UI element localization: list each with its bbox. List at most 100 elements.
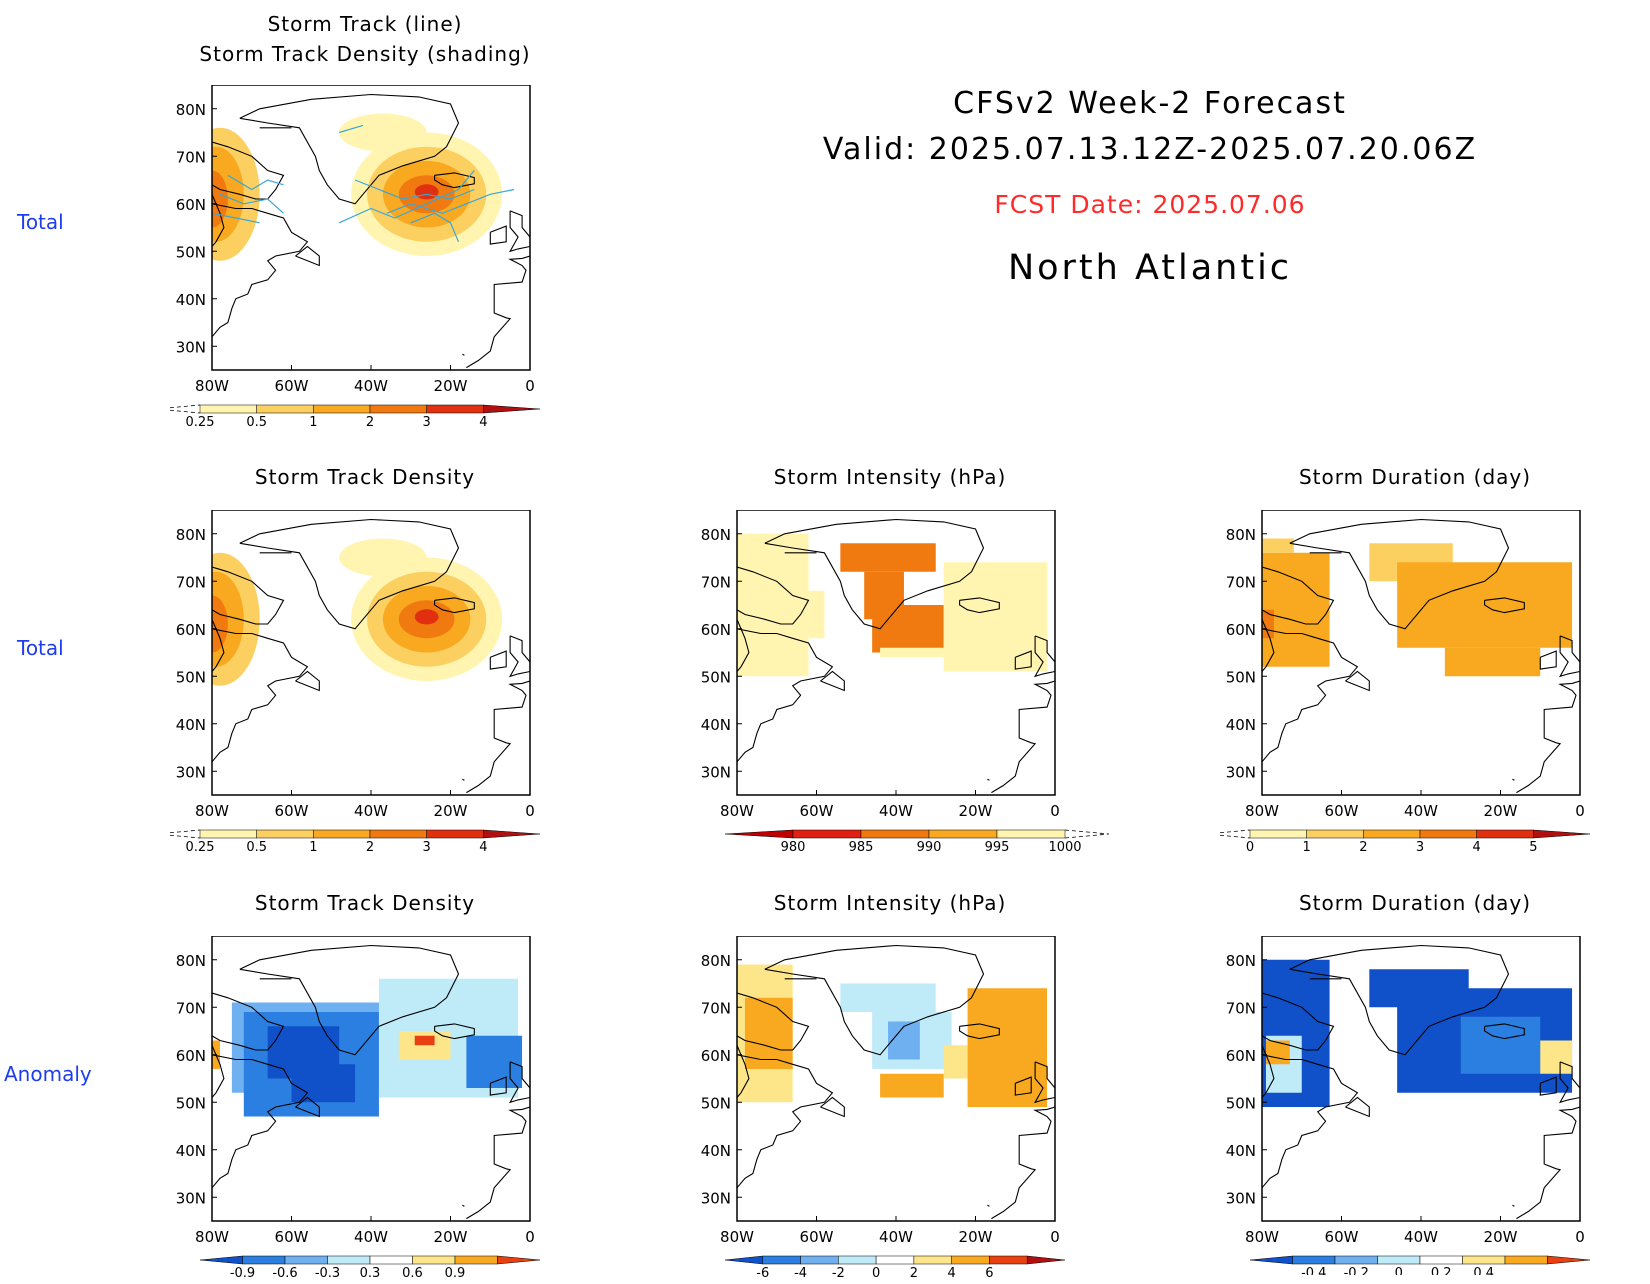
grid-cell-3 (291, 1064, 356, 1103)
lat-tick-label: 80N (1226, 526, 1256, 544)
colorbar-label: 4 (479, 840, 487, 855)
colorbar-swatch (762, 1255, 801, 1265)
colorbar-swatch (1476, 829, 1534, 839)
lon-tick-label: 60W (800, 802, 834, 820)
map-panel-duration-anomaly: 80N 70N 60N 50N 40N 30N 80W 60W 40W 20W 0 (1226, 936, 1585, 1246)
coastline (212, 141, 285, 200)
lat-tick-label: 50N (701, 1094, 731, 1112)
coastline (212, 1054, 309, 1189)
storm-track-line (212, 212, 260, 224)
coastline (239, 518, 460, 630)
lon-tick-label: 60W (275, 1228, 309, 1246)
lon-tick-label: 80W (195, 1228, 229, 1246)
coastline (434, 1023, 475, 1040)
density-contour-8 (414, 184, 439, 200)
lat-tick-label: 60N (176, 196, 206, 214)
panel5-title: Storm Track Density (254, 891, 476, 915)
grid-cell-2 (1265, 1040, 1290, 1065)
lat-tick-label: 80N (176, 526, 206, 544)
lon-tick-label: 80W (1245, 1228, 1279, 1246)
coastline (434, 172, 475, 189)
coastline (212, 566, 285, 625)
colorbar-swatch (256, 404, 314, 414)
map-panel-intensity-anomaly: 80N 70N 60N 50N 40N 30N 80W 60W 40W 20W 0 (701, 936, 1060, 1246)
grid-cell-5 (1460, 1016, 1541, 1074)
map-panel-track: 80N 70N 60N 50N 40N 30N 80W 60W 40W 20W 0 (176, 85, 535, 395)
grid-cell-7 (943, 1045, 968, 1079)
lon-tick-label: 20W (434, 377, 468, 395)
coastline (737, 619, 750, 672)
panel4-title: Storm Duration (day) (1298, 465, 1532, 489)
colorbar-intensity-anomaly: -6 -4 -2 0 2 4 6 (724, 1255, 1066, 1281)
lat-tick-label: 60N (176, 621, 206, 639)
colorbar-duration-total: 0 1 2 3 4 5 (1220, 829, 1591, 855)
colorbar-swatch (875, 1255, 915, 1265)
lat-tick-label: 40N (1226, 716, 1256, 734)
lon-tick-label: 80W (720, 802, 754, 820)
colorbar-swatch (483, 404, 541, 414)
lat-tick-label: 60N (1226, 1047, 1256, 1065)
coastline (462, 778, 465, 781)
colorbar-label: 980 (781, 840, 806, 855)
lat-tick-label: 80N (701, 526, 731, 544)
colorbar-label: -0.9 (230, 1266, 255, 1281)
coastline (1516, 680, 1580, 794)
colorbar-swatch (913, 1255, 952, 1265)
coastline (737, 566, 810, 625)
lat-tick-label: 50N (701, 668, 731, 686)
coastline (987, 778, 990, 781)
colorbar-intensity-total: 980 985 990 995 1000 (724, 829, 1110, 855)
coastline (239, 944, 460, 1056)
colorbar-swatch (996, 829, 1066, 839)
main-title-line2: Valid: 2025.07.13.12Z-2025.07.20.06Z (822, 132, 1478, 167)
panel1-title-line2: Storm Track Density (shading) (199, 42, 531, 66)
coastline (1014, 650, 1032, 670)
colorbar-label: 0 (1246, 840, 1254, 855)
lat-tick-label: 70N (176, 148, 206, 166)
lat-tick-label: 80N (176, 101, 206, 119)
colorbar-swatch (199, 1255, 243, 1265)
lat-tick-label: 70N (701, 999, 731, 1017)
colorbar-swatch (860, 829, 930, 839)
region-title: North Atlantic (1007, 248, 1293, 288)
coastline (1262, 619, 1275, 672)
colorbar-label: 2 (366, 840, 374, 855)
colorbar-swatch (724, 829, 794, 839)
colorbar-swatch (1377, 1255, 1421, 1265)
colorbar-swatch (792, 829, 862, 839)
coastline (212, 619, 225, 672)
lon-tick-label: 60W (1325, 802, 1359, 820)
coastline (1539, 1076, 1557, 1096)
grid-cell-1 (744, 997, 793, 1069)
colorbar-swatch (951, 1255, 990, 1265)
map-panel-density-anomaly: 80N 70N 60N 50N 40N 30N 80W 60W 40W 20W 0 (176, 936, 535, 1246)
grid-cell-1 (808, 590, 825, 639)
row-label-total-2: Total (17, 636, 64, 660)
colorbar-swatch (327, 1255, 371, 1265)
lat-tick-label: 30N (701, 1189, 731, 1207)
colorbar-label: 0.3 (360, 1266, 381, 1281)
colorbar-swatch (928, 829, 998, 839)
grid-cell-1 (1262, 609, 1274, 639)
lon-tick-label: 40W (354, 802, 388, 820)
lat-tick-label: 80N (1226, 952, 1256, 970)
colorbar-label: 0.4 (1473, 1266, 1494, 1275)
coastline (466, 680, 530, 794)
grid-cell-5 (1262, 538, 1294, 553)
lon-tick-label: 20W (959, 802, 993, 820)
coastline (1539, 650, 1557, 670)
lon-tick-label: 60W (1325, 1228, 1359, 1246)
panel3-title: Storm Intensity (hPa) (773, 465, 1007, 489)
coastline (295, 670, 320, 692)
colorbar-label: 0.25 (186, 415, 215, 430)
lat-tick-label: 50N (176, 243, 206, 261)
lat-tick-label: 70N (1226, 573, 1256, 591)
coastline (508, 210, 530, 253)
lat-tick-label: 50N (1226, 1094, 1256, 1112)
coastline (489, 650, 507, 670)
map-panel-intensity-total: 80N 70N 60N 50N 40N 30N 80W 60W 40W 20W 0 (701, 510, 1060, 820)
colorbar-label: 0.9 (445, 1266, 466, 1281)
coastline (508, 1061, 530, 1104)
colorbar-label: -0.3 (315, 1266, 340, 1281)
panel6-title: Storm Intensity (hPa) (773, 891, 1007, 915)
